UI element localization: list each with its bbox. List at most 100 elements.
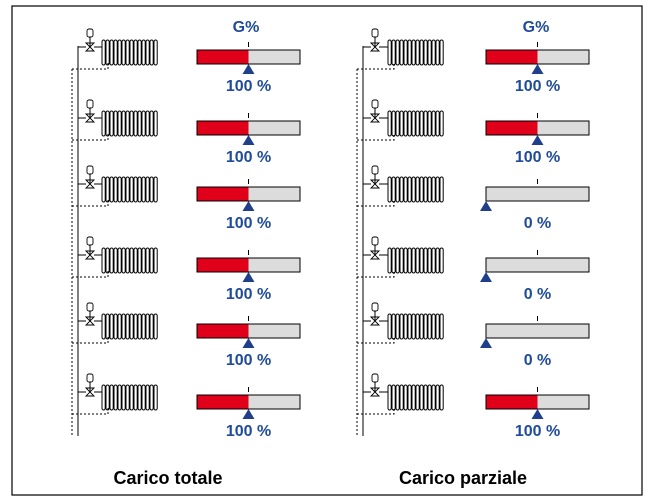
radiator-fin	[435, 110, 440, 137]
radiator-fin	[431, 110, 436, 137]
radiator-fin	[129, 247, 134, 274]
radiator-fin	[117, 110, 122, 137]
radiator-fin	[415, 313, 420, 340]
flow-percent-label: 100 %	[226, 149, 271, 166]
valve-head	[371, 373, 379, 383]
radiator-fin	[137, 39, 142, 66]
thermostatic-valve-icon	[84, 236, 102, 260]
radiator-row: 100 %	[357, 99, 590, 166]
radiator-fin	[109, 39, 114, 66]
thermostatic-valve-icon	[84, 302, 102, 326]
flow-percent-label: 100 %	[226, 286, 271, 303]
valve-head	[86, 28, 94, 38]
radiator-fin	[391, 384, 396, 411]
radiator-fin	[145, 39, 150, 66]
radiator-fin	[403, 39, 408, 66]
flow-bar-fill	[197, 121, 249, 135]
flow-bar-fill	[486, 121, 538, 135]
radiator-fin	[149, 176, 154, 203]
flow-bar	[480, 250, 590, 282]
valve-head	[371, 28, 379, 38]
flow-bar-track	[485, 186, 590, 202]
radiator-fin	[427, 39, 432, 66]
radiator-fin	[395, 313, 400, 340]
radiator-fin	[105, 384, 110, 411]
radiator-fin	[149, 313, 154, 340]
valve-head	[371, 165, 379, 175]
radiator-fin	[423, 39, 428, 66]
radiator-fin	[419, 110, 424, 137]
radiator-fin	[407, 110, 412, 137]
radiator-row: 100 %	[357, 373, 590, 440]
radiator-fin	[423, 384, 428, 411]
radiator-fin	[403, 247, 408, 274]
radiator-fin	[125, 313, 130, 340]
radiator-fin	[133, 384, 138, 411]
radiator-fin	[423, 110, 428, 137]
return-branch	[72, 200, 109, 207]
radiator-fin	[153, 39, 158, 66]
flow-bar	[196, 316, 301, 348]
radiator-fin	[101, 247, 106, 274]
flow-bar-fill	[197, 187, 249, 201]
radiator-fin	[431, 384, 436, 411]
radiator-row: 0 %	[357, 302, 590, 369]
pointer-triangle-icon	[242, 64, 255, 74]
pointer-triangle-icon	[242, 272, 255, 282]
flow-bar	[196, 250, 301, 282]
radiator-fin	[411, 247, 416, 274]
radiator-row: 0 %	[357, 236, 590, 303]
radiator-fin	[125, 247, 130, 274]
radiator-fin	[125, 110, 130, 137]
thermostatic-valve-icon	[84, 28, 102, 52]
radiator-fin	[431, 247, 436, 274]
radiator-fin	[101, 313, 106, 340]
pointer-triangle-icon	[480, 272, 492, 282]
radiator-fin	[109, 313, 114, 340]
radiator-fin	[101, 176, 106, 203]
radiator-fin	[113, 247, 118, 274]
radiator-fin	[439, 313, 444, 340]
radiator-fin	[435, 313, 440, 340]
radiator-fin	[121, 247, 126, 274]
radiator-fin	[435, 176, 440, 203]
radiator-icon	[101, 247, 158, 274]
radiator-icon	[101, 313, 158, 340]
flow-bar	[196, 113, 301, 145]
pointer-triangle-icon	[242, 409, 255, 419]
radiator-fin	[419, 176, 424, 203]
radiator-fin	[399, 247, 404, 274]
radiator-fin	[403, 313, 408, 340]
caption-total-load: Carico totale	[113, 468, 222, 488]
radiator-fin	[101, 384, 106, 411]
flow-percent-label: 0 %	[524, 286, 552, 303]
radiator-fin	[113, 110, 118, 137]
radiator-fin	[423, 176, 428, 203]
column-partial-load: 100 % 100 % 0 % 0 % 0 % 100 %	[356, 28, 590, 440]
column-2-header: G%	[523, 19, 550, 36]
pointer-triangle-icon	[531, 409, 544, 419]
radiator-fin	[427, 384, 432, 411]
flow-percent-label: 100 %	[226, 215, 271, 232]
flow-bar-fill	[197, 258, 249, 272]
radiator-row: 100 %	[72, 165, 301, 232]
radiator-fin	[129, 313, 134, 340]
radiator-fin	[133, 39, 138, 66]
radiator-fin	[407, 176, 412, 203]
radiator-fin	[153, 384, 158, 411]
return-branch	[72, 337, 109, 344]
radiator-fin	[387, 384, 392, 411]
radiator-fin	[411, 384, 416, 411]
radiator-fin	[145, 384, 150, 411]
radiator-fin	[427, 313, 432, 340]
return-branch	[72, 271, 109, 278]
radiator-fin	[391, 176, 396, 203]
radiator-fin	[101, 110, 106, 137]
radiator-fin	[109, 384, 114, 411]
flow-percent-label: 100 %	[226, 423, 271, 440]
radiator-fin	[395, 110, 400, 137]
flow-percent-label: 100 %	[226, 78, 271, 95]
radiator-fin	[153, 110, 158, 137]
radiator-fin	[113, 176, 118, 203]
radiator-fin	[439, 176, 444, 203]
